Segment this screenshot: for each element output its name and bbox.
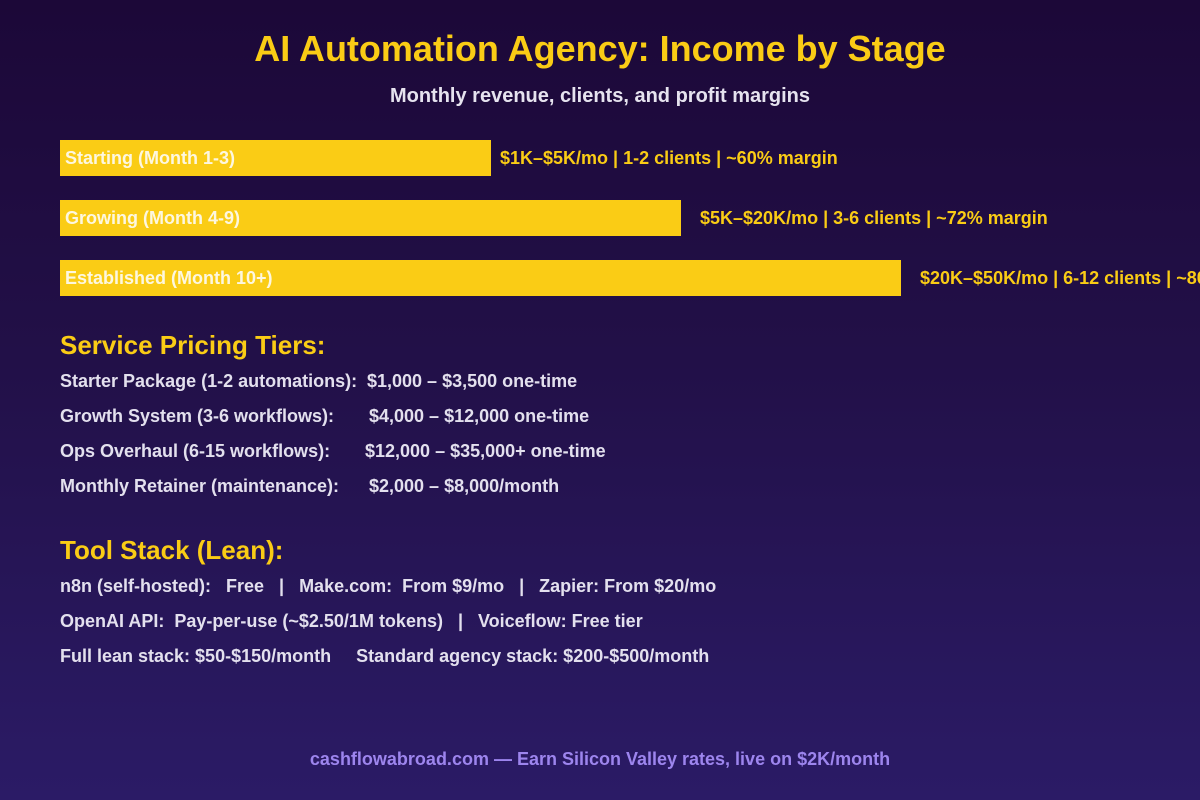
tools-heading: Tool Stack (Lean): bbox=[60, 535, 284, 565]
pricing-tier-ops: Ops Overhaul (6-15 workflows): $12,000 – … bbox=[60, 441, 606, 462]
bar-label-growing: Growing (Month 4-9) bbox=[65, 208, 240, 228]
tier-name: Monthly Retainer (maintenance): bbox=[60, 476, 340, 496]
bar-label-starting: Starting (Month 1-3) bbox=[65, 148, 235, 168]
tools-line-3: Full lean stack: $50-$150/month Standard… bbox=[60, 646, 710, 666]
pricing-heading: Service Pricing Tiers: bbox=[60, 330, 326, 360]
tools-line-1: n8n (self-hosted): Free | Make.com: From… bbox=[60, 576, 717, 596]
pricing-tier-retainer: Monthly Retainer (maintenance): $2,000 – … bbox=[60, 476, 559, 497]
tier-price: $1,000 – $3,500 one-time bbox=[367, 371, 578, 391]
bar-value-established: $20K–$50K/mo | 6-12 clients | ~80% margi… bbox=[920, 268, 1200, 288]
tier-name: Starter Package (1-2 automations): bbox=[60, 371, 358, 391]
page-subtitle: Monthly revenue, clients, and profit mar… bbox=[389, 85, 811, 107]
bar-established bbox=[60, 260, 901, 296]
bar-starting bbox=[60, 140, 491, 176]
pricing-tier-starter: Starter Package (1-2 automations): $1,000… bbox=[60, 371, 577, 392]
tier-name: Ops Overhaul (6-15 workflows): bbox=[60, 441, 331, 461]
tier-name: Growth System (3-6 workflows): bbox=[60, 406, 335, 426]
pricing-tier-growth: Growth System (3-6 workflows): $4,000 – $… bbox=[60, 406, 589, 427]
page-title: AI Automation Agency: Income by Stage bbox=[254, 28, 946, 69]
bar-value-growing: $5K–$20K/mo | 3-6 clients | ~72% margin bbox=[700, 208, 1048, 228]
tier-price: $4,000 – $12,000 one-time bbox=[369, 406, 590, 426]
footer-credit: cashflowabroad.com — Earn Silicon Valley… bbox=[309, 749, 891, 769]
tools-line-2: OpenAI API: Pay-per-use (~$2.50/1M token… bbox=[60, 611, 643, 631]
tier-price: $12,000 – $35,000+ one-time bbox=[365, 441, 606, 461]
tier-price: $2,000 – $8,000/month bbox=[369, 476, 560, 496]
bar-growing bbox=[60, 200, 681, 236]
bar-label-established: Established (Month 10+) bbox=[65, 268, 273, 288]
bar-value-starting: $1K–$5K/mo | 1-2 clients | ~60% margin bbox=[500, 148, 838, 168]
